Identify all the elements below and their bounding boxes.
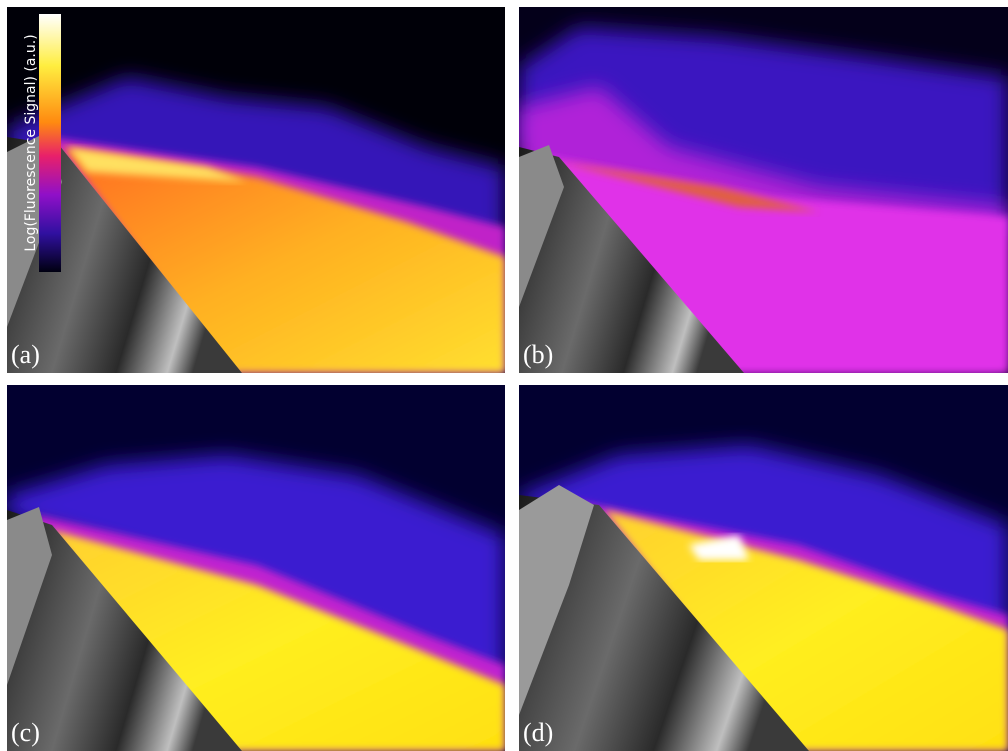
panel-label: (a)	[11, 340, 40, 369]
panel-label: (c)	[11, 718, 40, 747]
colorbar	[39, 14, 61, 272]
figure: Log(Fluorescence Signal) (a.u.) (a) (b) …	[0, 0, 1008, 751]
panel-label: (d)	[523, 718, 553, 747]
panel-label: (b)	[523, 340, 553, 369]
panel-a: Log(Fluorescence Signal) (a.u.) (a)	[7, 7, 505, 373]
panel-b: (b)	[519, 7, 1008, 373]
panel-d: (d)	[519, 385, 1008, 751]
panel-c: (c)	[7, 385, 505, 751]
colorbar-label: Log(Fluorescence Signal) (a.u.)	[23, 34, 39, 251]
